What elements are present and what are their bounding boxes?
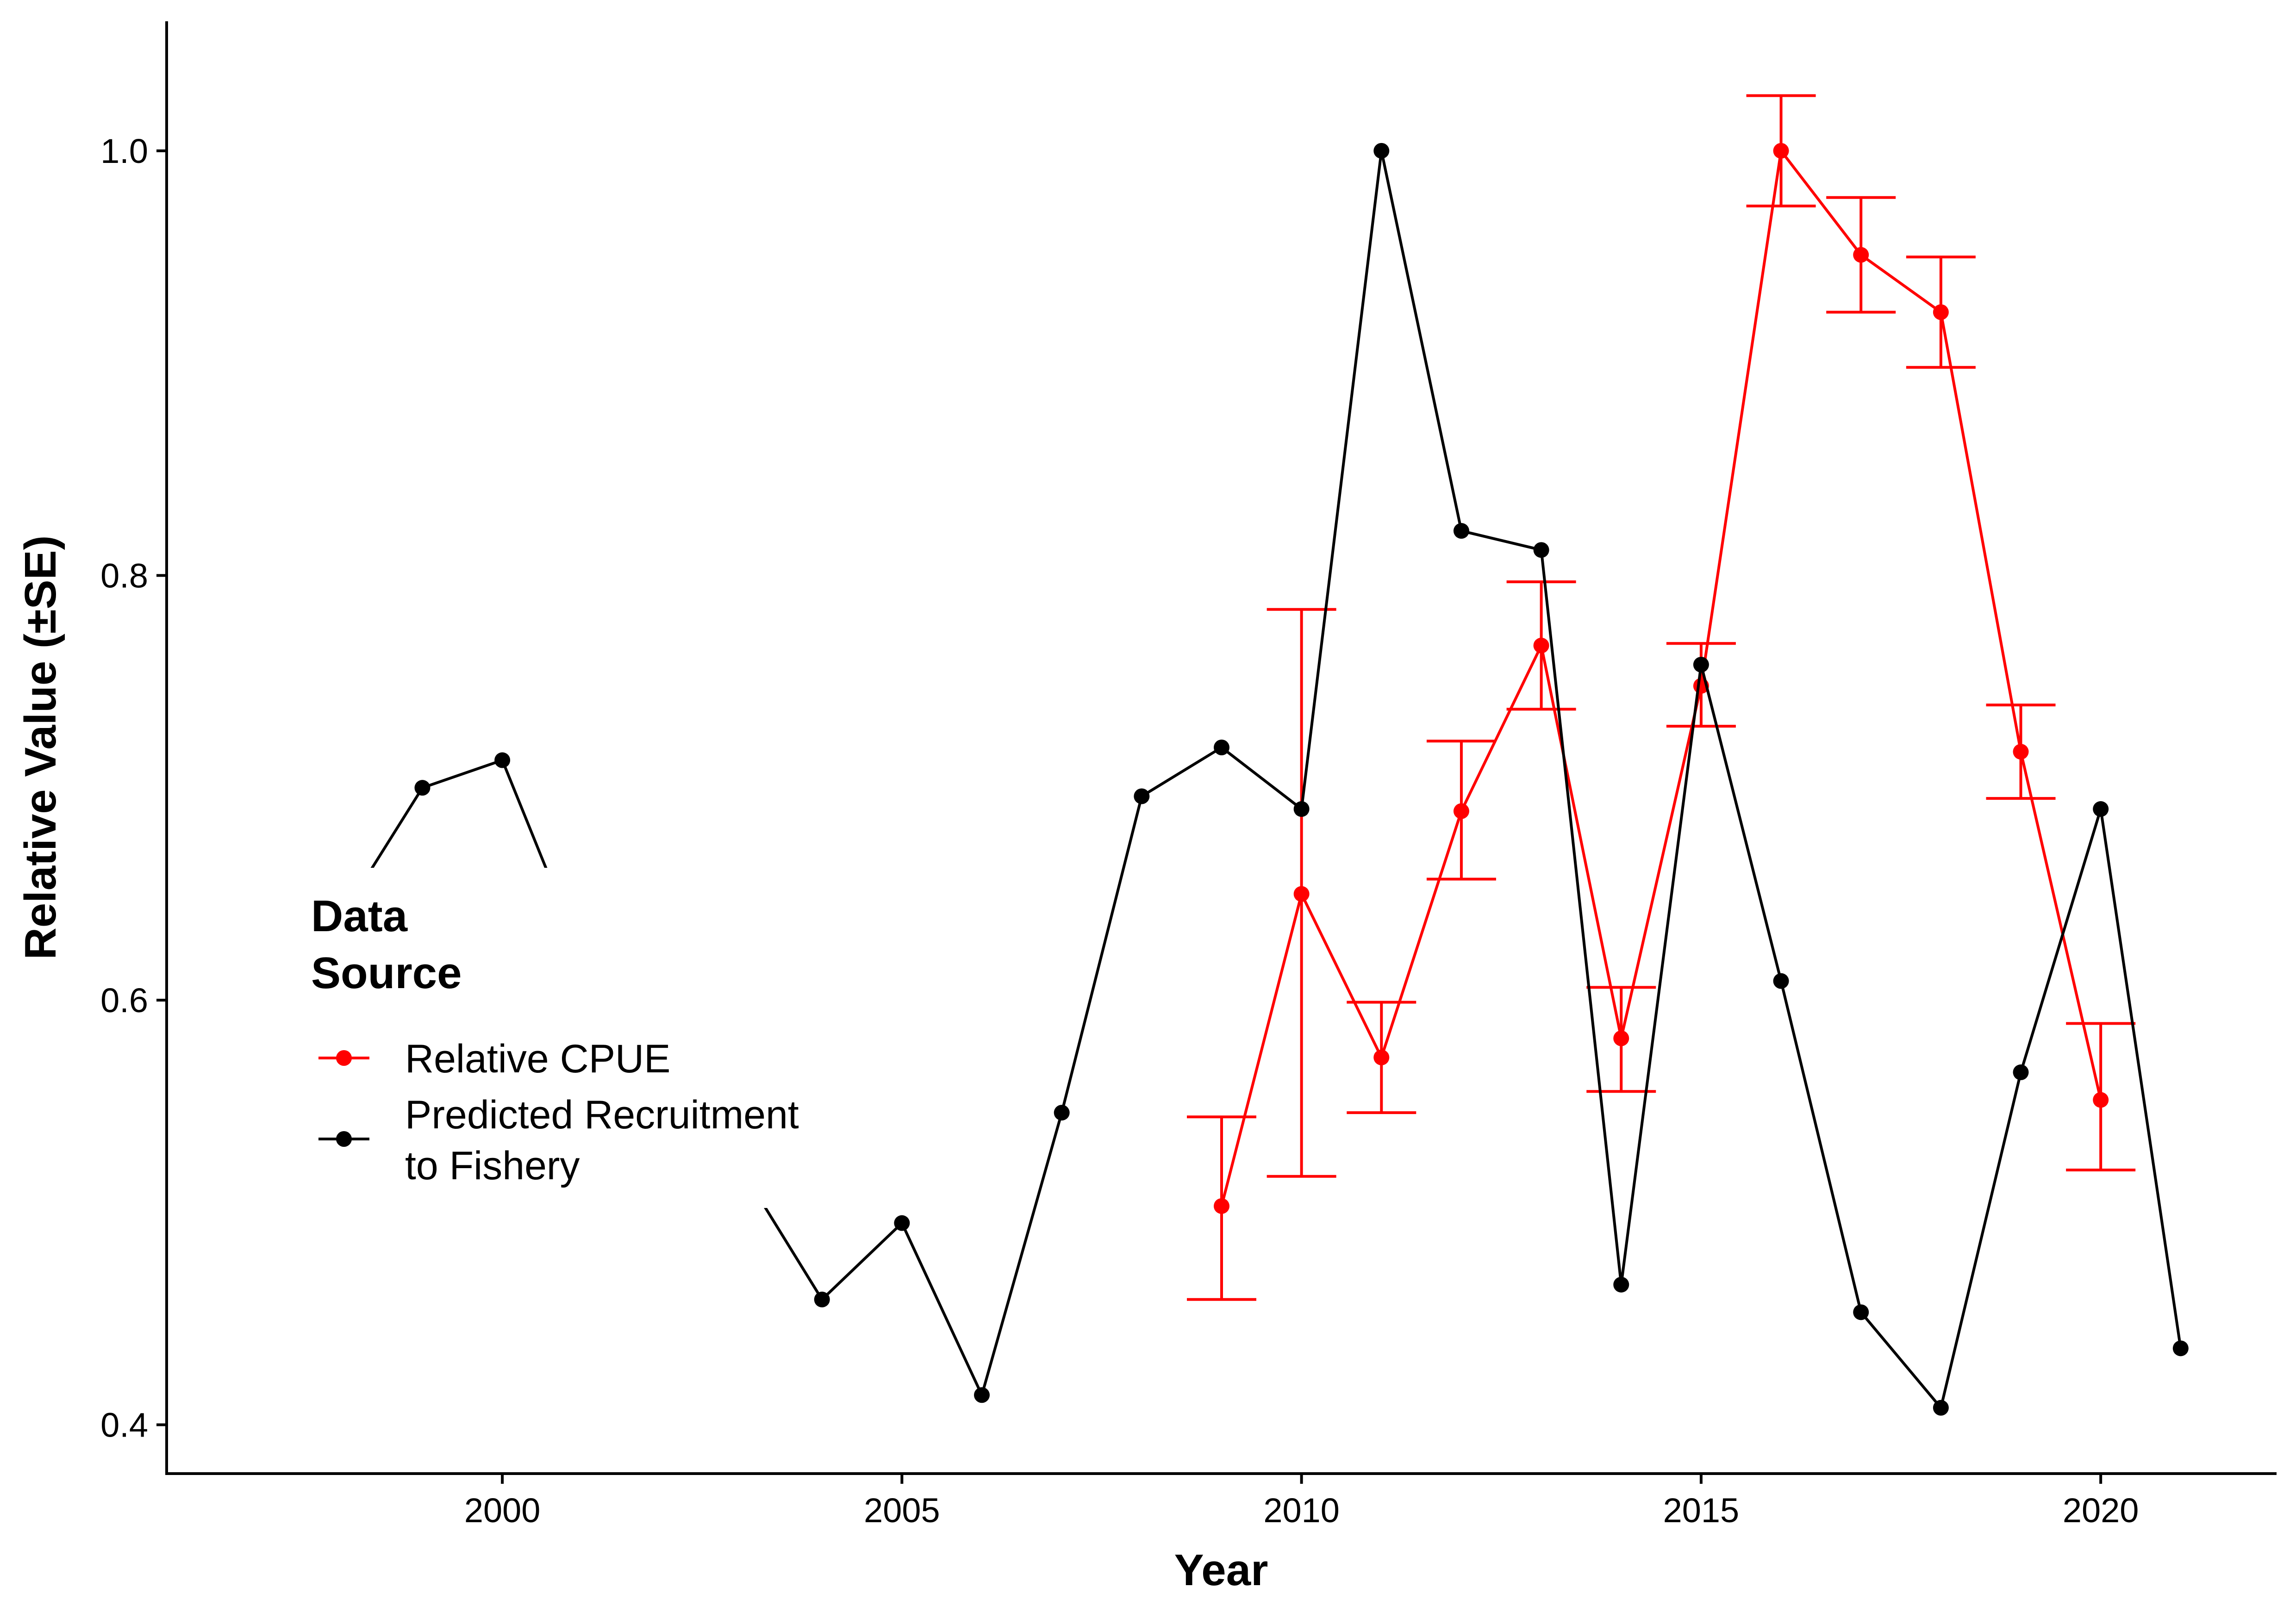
x-tick-label: 2020 bbox=[2063, 1491, 2139, 1530]
data-point bbox=[1773, 143, 1789, 159]
data-point bbox=[1373, 1049, 1390, 1065]
data-point bbox=[1293, 801, 1310, 817]
x-axis-title: Year bbox=[1174, 1545, 1268, 1595]
data-point bbox=[1853, 247, 1869, 263]
data-point bbox=[2093, 801, 2109, 817]
x-tick-label: 2015 bbox=[1663, 1491, 1740, 1530]
series-relative-cpue bbox=[1187, 94, 2136, 1301]
legend-key-point-predicted-recruitment bbox=[336, 1131, 352, 1147]
data-point bbox=[1933, 304, 1949, 320]
legend-key-point-relative-cpue bbox=[336, 1050, 352, 1066]
x-ticks: 2000 2005 2010 2015 2020 bbox=[464, 1474, 2139, 1530]
x-tick-label: 2005 bbox=[864, 1491, 940, 1530]
data-point bbox=[1453, 803, 1469, 819]
y-tick-label: 0.4 bbox=[100, 1406, 148, 1444]
data-point bbox=[1373, 143, 1390, 159]
data-point bbox=[414, 780, 430, 796]
data-point bbox=[1533, 542, 1549, 558]
data-point bbox=[974, 1387, 990, 1403]
data-point bbox=[1533, 637, 1549, 653]
legend-title-line-1: Data bbox=[311, 891, 408, 941]
data-point bbox=[1693, 657, 1709, 673]
y-tick-label: 1.0 bbox=[100, 132, 148, 170]
legend-label-relative-cpue: Relative CPUE bbox=[405, 1037, 671, 1081]
data-point bbox=[1933, 1400, 1949, 1416]
y-ticks: 0.4 0.6 0.8 1.0 bbox=[100, 132, 167, 1444]
y-tick-label: 0.6 bbox=[100, 981, 148, 1020]
y-tick-label: 0.8 bbox=[100, 556, 148, 595]
data-point bbox=[2013, 744, 2029, 760]
data-point bbox=[2093, 1092, 2109, 1108]
data-point bbox=[2172, 1340, 2189, 1357]
data-point bbox=[1453, 523, 1469, 539]
data-point bbox=[1613, 1030, 1629, 1046]
legend-label-predicted-recruitment-line-1: Predicted Recruitment bbox=[405, 1093, 799, 1137]
legend-title-line-2: Source bbox=[311, 948, 462, 998]
data-point bbox=[1773, 973, 1789, 989]
y-axis-title: Relative Value (±SE) bbox=[16, 535, 65, 959]
legend-entry-relative-cpue: Relative CPUE bbox=[318, 1037, 671, 1081]
data-point bbox=[1054, 1105, 1070, 1121]
data-point bbox=[1134, 788, 1150, 804]
data-point bbox=[1214, 740, 1229, 755]
data-point bbox=[1613, 1276, 1629, 1293]
series-line bbox=[1220, 149, 2103, 1207]
data-point bbox=[2013, 1064, 2029, 1080]
data-point bbox=[894, 1215, 910, 1231]
legend: Data Source Relative CPUE Predicted Recr… bbox=[288, 868, 799, 1208]
data-point bbox=[814, 1291, 830, 1307]
x-tick-label: 2000 bbox=[464, 1491, 541, 1530]
data-point bbox=[1853, 1304, 1869, 1320]
x-tick-label: 2010 bbox=[1263, 1491, 1340, 1530]
legend-label-predicted-recruitment-line-2: to Fishery bbox=[405, 1144, 580, 1188]
legend-background bbox=[288, 868, 797, 1208]
data-point bbox=[1214, 1198, 1229, 1214]
data-point bbox=[494, 752, 511, 768]
legend-entry-predicted-recruitment: Predicted Recruitment to Fishery bbox=[318, 1093, 799, 1188]
data-point bbox=[1293, 886, 1310, 902]
